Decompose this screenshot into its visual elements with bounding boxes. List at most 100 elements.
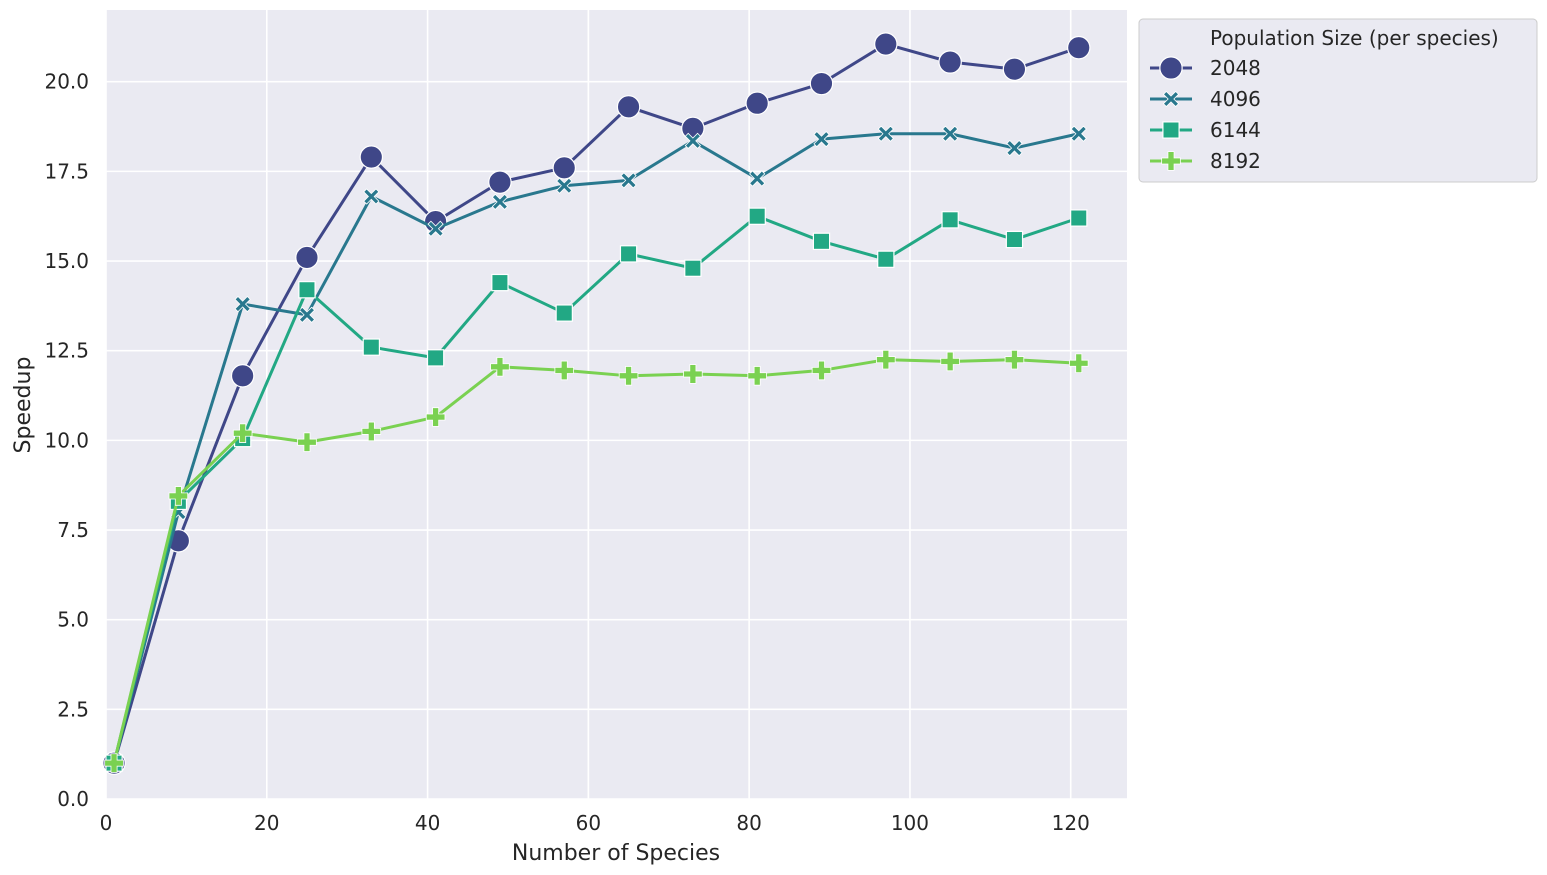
series-line xyxy=(112,214,1081,765)
y-tick-label: 12.5 xyxy=(44,339,89,363)
data-point-x xyxy=(234,295,251,313)
data-point-circle xyxy=(938,50,962,74)
x-tick-label: 120 xyxy=(1052,811,1090,835)
data-point-plus xyxy=(490,357,510,377)
legend-box xyxy=(1138,18,1538,183)
legend-item-2048: 2048 xyxy=(1150,56,1261,80)
grid-lines xyxy=(105,10,1127,800)
legend-item-8192: 8192 xyxy=(1150,149,1261,173)
legend-marker-square xyxy=(1162,121,1180,139)
y-tick-label: 20.0 xyxy=(44,70,89,94)
data-point-x xyxy=(1070,125,1087,142)
series-line xyxy=(112,358,1081,765)
data-point-square xyxy=(298,281,316,299)
data-point-x xyxy=(620,172,637,189)
y-tick-label: 17.5 xyxy=(44,159,89,183)
x-axis-label: Number of Species xyxy=(512,841,720,866)
data-point-square xyxy=(877,250,895,268)
data-point-plus xyxy=(554,360,575,381)
data-point-plus xyxy=(232,423,253,443)
data-point-plus xyxy=(425,407,446,427)
data-point-plus xyxy=(876,349,896,370)
legend-item-6144: 6144 xyxy=(1150,118,1261,142)
data-point-circle xyxy=(874,32,898,56)
data-point-x xyxy=(1006,139,1023,157)
data-point-circle xyxy=(552,156,577,180)
data-point-square xyxy=(555,304,573,322)
series-8192 xyxy=(104,349,1089,773)
data-point-plus xyxy=(618,366,639,386)
data-point-plus xyxy=(297,432,317,452)
series-lines xyxy=(102,32,1091,775)
data-point-circle xyxy=(809,71,834,96)
x-tick-label: 0 xyxy=(100,811,113,835)
y-tick-label: 5.0 xyxy=(57,608,89,632)
data-point-circle xyxy=(1067,35,1091,60)
series-line xyxy=(112,42,1081,765)
legend-label: 4096 xyxy=(1210,87,1261,111)
data-point-x xyxy=(749,170,766,187)
data-point-x xyxy=(556,177,573,194)
x-tick-label: 20 xyxy=(254,811,279,835)
data-point-square xyxy=(748,207,766,225)
data-point-x xyxy=(363,188,380,205)
x-tick-label: 40 xyxy=(415,811,440,835)
data-point-square xyxy=(362,338,380,356)
legend-marker-circle xyxy=(1159,56,1183,80)
data-point-circle xyxy=(745,91,769,116)
series-6144 xyxy=(105,207,1088,772)
data-point-x xyxy=(491,193,509,210)
data-point-square xyxy=(619,245,638,263)
data-point-x xyxy=(942,125,959,142)
plot-background xyxy=(106,10,1127,799)
x-tick-label: 60 xyxy=(576,811,601,835)
data-point-circle xyxy=(488,170,512,194)
x-tick-label: 100 xyxy=(891,811,929,835)
data-point-circle xyxy=(359,145,384,169)
data-point-square xyxy=(812,232,831,251)
y-tick-label: 15.0 xyxy=(44,249,89,273)
y-tick-label: 0.0 xyxy=(57,787,89,811)
data-point-plus xyxy=(361,421,382,442)
data-point-square xyxy=(426,349,445,367)
data-point-plus xyxy=(1069,353,1089,374)
y-tick-label: 10.0 xyxy=(44,428,89,452)
legend-title: Population Size (per species) xyxy=(1210,26,1499,50)
data-point-x xyxy=(427,220,444,237)
data-point-plus xyxy=(683,364,703,384)
data-point-plus xyxy=(811,360,832,381)
tick-labels: 0 20 40 60 80 100 120 0.0 2.5 5.0 7.5 10.0 12.5 15.0 1… xyxy=(44,70,1089,835)
legend-label: 8192 xyxy=(1210,149,1261,173)
data-point-circle xyxy=(295,245,319,270)
data-point-square xyxy=(491,273,509,292)
data-point-square xyxy=(1070,209,1088,227)
data-point-circle xyxy=(1002,57,1027,81)
y-tick-label: 2.5 xyxy=(57,697,89,721)
y-tick-label: 7.5 xyxy=(57,518,89,542)
data-point-square xyxy=(684,259,702,277)
series-4096 xyxy=(105,125,1087,772)
legend-marker-x xyxy=(1162,90,1180,108)
data-point-plus xyxy=(940,351,960,372)
x-tick-label: 80 xyxy=(736,811,761,835)
data-point-x xyxy=(684,132,701,150)
legend-marker-plus xyxy=(1161,151,1181,171)
data-point-circle xyxy=(616,95,641,119)
data-point-plus xyxy=(168,486,189,506)
data-point-x xyxy=(877,125,894,142)
legend-label: 2048 xyxy=(1210,56,1261,80)
data-point-plus xyxy=(104,753,124,773)
data-point-x xyxy=(298,306,316,323)
data-point-x xyxy=(813,130,830,148)
y-axis-label: Speedup xyxy=(11,357,36,454)
data-point-square xyxy=(941,211,959,229)
data-point-square xyxy=(1005,230,1024,249)
legend: Population Size (per species) 2048 4096 61… xyxy=(1138,18,1538,183)
data-point-plus xyxy=(1004,349,1025,370)
data-point-plus xyxy=(747,366,767,386)
data-point-circle xyxy=(230,364,255,388)
legend-label: 6144 xyxy=(1210,118,1261,142)
legend-item-4096: 4096 xyxy=(1150,87,1261,111)
series-line xyxy=(112,132,1081,765)
